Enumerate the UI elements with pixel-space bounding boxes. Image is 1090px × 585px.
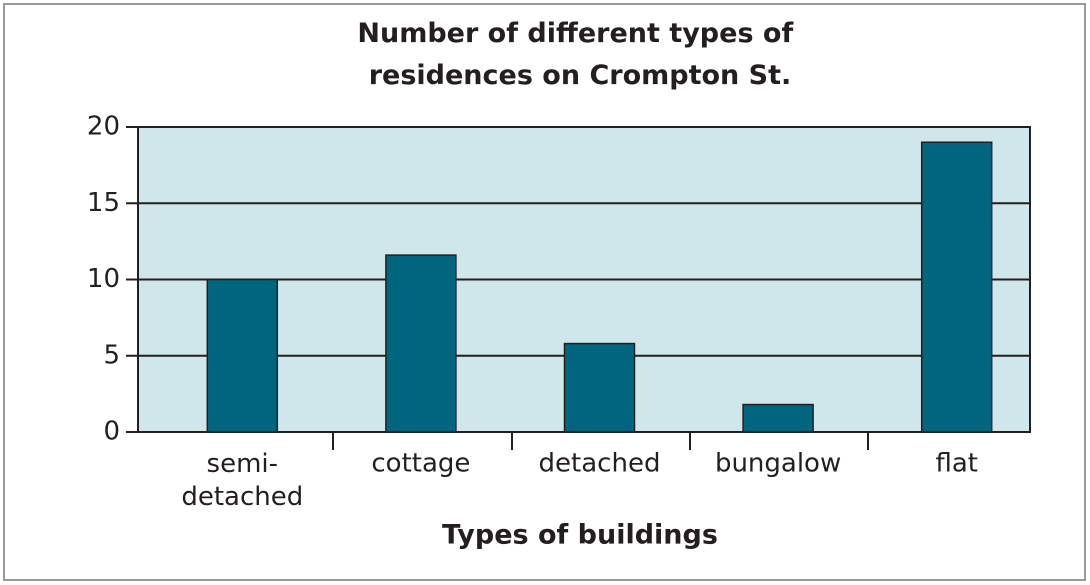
x-tick-label: detached (539, 449, 661, 479)
bar (206, 278, 279, 433)
y-tick-label: 5 (103, 340, 120, 370)
x-tick-label: semi-detached (181, 449, 303, 512)
x-tick-label: bungalow (715, 449, 841, 479)
y-tick-label: 15 (87, 188, 120, 218)
chart-title: Number of different types of residences … (357, 18, 802, 91)
bar (742, 403, 814, 433)
x-tick-label: flat (935, 449, 978, 479)
y-tick-label: 20 (87, 112, 120, 142)
category-separators (332, 432, 869, 450)
bar (563, 342, 636, 433)
x-tick-label: cottage (371, 449, 470, 479)
bar (385, 254, 457, 433)
y-tick-label: 10 (87, 264, 120, 294)
bar (920, 141, 993, 433)
x-axis-label: Types of buildings (442, 520, 718, 551)
y-tick-label: 0 (103, 417, 120, 447)
